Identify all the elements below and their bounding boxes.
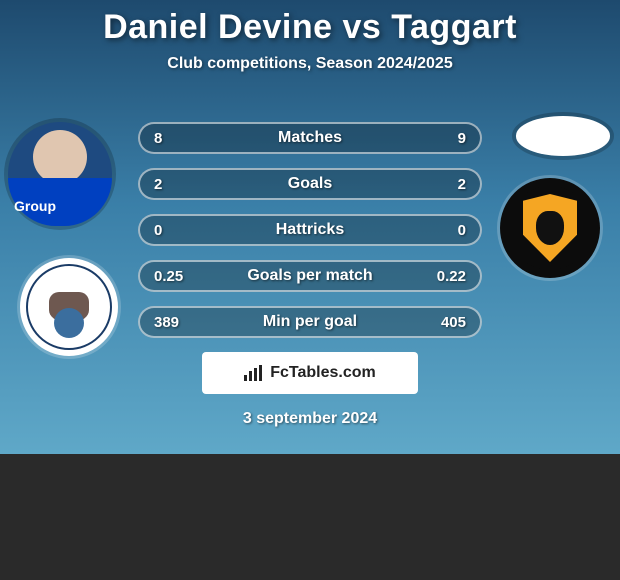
stat-label: Matches (140, 129, 480, 147)
player-photo-left: Group (8, 122, 112, 226)
stat-label: Min per goal (140, 313, 480, 331)
stats-block: 8 Matches 9 2 Goals 2 0 Hattricks 0 0.25… (138, 122, 482, 352)
thistle-icon (54, 308, 84, 338)
stat-label: Hattricks (140, 221, 480, 239)
stat-row: 2 Goals 2 (138, 168, 482, 200)
page-title: Daniel Devine vs Taggart (0, 8, 620, 47)
stat-row: 0 Hattricks 0 (138, 214, 482, 246)
date-line: 3 september 2024 (0, 410, 620, 428)
bars-icon (244, 365, 264, 381)
brand-text: FcTables.com (270, 364, 376, 382)
stat-row: 8 Matches 9 (138, 122, 482, 154)
comparison-card: Daniel Devine vs Taggart Club competitio… (0, 0, 620, 454)
player-photo-right (516, 116, 610, 156)
jersey-text: Group (14, 198, 56, 214)
stat-row: 0.25 Goals per match 0.22 (138, 260, 482, 292)
avatar-head (33, 130, 87, 184)
subtitle: Club competitions, Season 2024/2025 (0, 55, 620, 73)
stat-label: Goals (140, 175, 480, 193)
brand-pill: FcTables.com (202, 352, 418, 394)
badge-ring (26, 264, 112, 350)
stat-label: Goals per match (140, 267, 480, 285)
badge-inner (508, 186, 592, 270)
wasp-icon (536, 211, 564, 245)
club-badge-left (20, 258, 118, 356)
club-badge-right (500, 178, 600, 278)
stat-row: 389 Min per goal 405 (138, 306, 482, 338)
